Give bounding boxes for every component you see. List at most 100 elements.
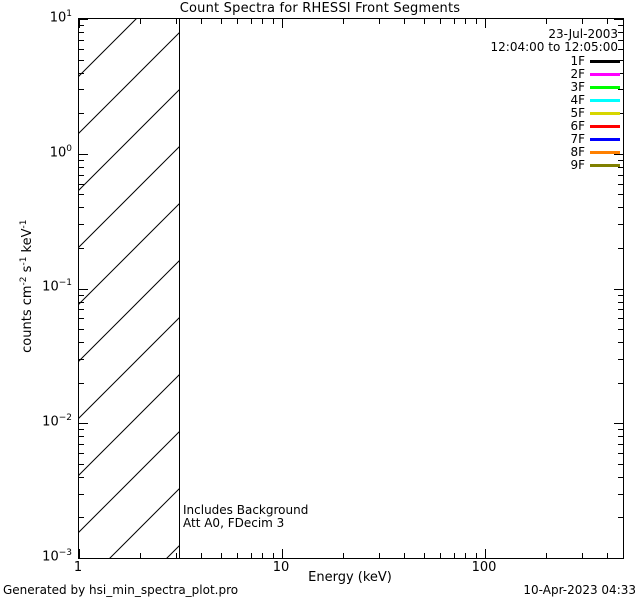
y-axis-title-sup-a: -2 xyxy=(18,276,29,286)
footer-generator-text: Generated by hsi_min_spectra_plot.pro xyxy=(3,583,239,597)
x-tick-label: 1 xyxy=(73,560,83,575)
y-tick-label: 10−1 xyxy=(18,278,72,294)
x-minor-tick xyxy=(546,553,548,558)
x-minor-tick xyxy=(453,553,455,558)
x-minor-tick-top xyxy=(439,19,441,24)
y-tick-exponent: 1 xyxy=(66,9,72,19)
legend-item-label: 2F xyxy=(570,67,585,82)
legend-item-1f[interactable]: 1F xyxy=(400,55,620,68)
legend-color-swatch xyxy=(590,60,620,64)
legend-items: 1F 2F 3F 4F 5F 6F 7F 8F 9F xyxy=(400,55,620,172)
y-tick-mantissa: 10 xyxy=(49,10,67,26)
x-minor-tick xyxy=(343,553,345,558)
y-minor-tick-right xyxy=(618,247,623,249)
excluded-energy-band-hatch xyxy=(79,19,179,558)
x-minor-tick-top xyxy=(236,19,238,24)
x-major-tick xyxy=(485,549,486,558)
x-minor-tick-top xyxy=(581,19,583,24)
x-minor-tick xyxy=(272,553,274,558)
y-minor-tick-right xyxy=(618,517,623,519)
legend-item-6f[interactable]: 6F xyxy=(400,120,620,133)
y-tick-label: 10−3 xyxy=(18,548,72,564)
legend-item-9f[interactable]: 9F xyxy=(400,159,620,172)
x-minor-tick-top xyxy=(581,19,583,24)
y-axis-title-part-c: keV xyxy=(20,228,36,257)
y-minor-tick-right xyxy=(618,436,623,438)
y-major-tick-right xyxy=(614,558,623,559)
x-minor-tick-top xyxy=(220,19,222,24)
y-major-tick-right xyxy=(614,423,623,425)
y-tick-label: 100 xyxy=(18,144,72,160)
y-major-tick-right xyxy=(614,19,623,20)
annotation-line-1: Includes Background xyxy=(183,503,309,517)
y-axis-title-sup-b: -1 xyxy=(18,256,29,266)
x-minor-tick-top xyxy=(546,19,548,24)
y-minor-tick-right xyxy=(618,174,623,176)
plot-annotation: Includes Background Att A0, FDecim 3 xyxy=(183,504,308,530)
y-minor-tick-right xyxy=(618,301,623,303)
legend-item-label: 6F xyxy=(570,119,585,134)
y-minor-tick-right xyxy=(618,476,623,478)
x-tick-label: 100 xyxy=(471,560,497,575)
y-minor-tick-right xyxy=(618,444,623,446)
x-minor-tick-top xyxy=(262,19,264,24)
legend-item-4f[interactable]: 4F xyxy=(400,94,620,107)
y-tick-exponent: −3 xyxy=(58,548,72,558)
x-tick-label: 10 xyxy=(272,560,290,575)
y-axis-title-sup-c: -1 xyxy=(18,219,29,229)
x-minor-tick-top xyxy=(607,19,609,24)
x-minor-tick xyxy=(465,553,467,558)
legend-item-2f[interactable]: 2F xyxy=(400,68,620,81)
y-tick-label: 101 xyxy=(18,9,72,25)
plot-area xyxy=(78,18,624,559)
x-minor-tick xyxy=(607,553,609,558)
excluded-band-edge-line xyxy=(179,19,180,558)
x-minor-tick xyxy=(581,553,583,558)
legend-color-swatch xyxy=(590,112,620,116)
x-minor-tick xyxy=(581,553,583,558)
x-minor-tick-top xyxy=(546,19,548,24)
legend-item-label: 5F xyxy=(570,106,585,121)
legend-item-label: 4F xyxy=(570,93,585,108)
x-major-tick xyxy=(282,549,283,558)
legend-item-label: 1F xyxy=(570,54,585,69)
x-minor-tick xyxy=(423,553,425,558)
x-minor-tick-top xyxy=(378,19,380,24)
legend-item-7f[interactable]: 7F xyxy=(400,133,620,146)
x-minor-tick xyxy=(220,553,222,558)
y-tick-label: 10−2 xyxy=(18,413,72,429)
legend-item-label: 9F xyxy=(570,158,585,173)
y-minor-tick-right xyxy=(618,342,623,344)
legend-item-5f[interactable]: 5F xyxy=(400,107,620,120)
x-minor-tick xyxy=(250,553,252,558)
x-minor-tick-top xyxy=(201,19,203,24)
x-minor-tick xyxy=(201,553,203,558)
legend-color-swatch xyxy=(590,99,620,103)
legend-color-swatch xyxy=(590,73,620,77)
y-minor-tick-right xyxy=(618,25,623,27)
y-minor-tick-right xyxy=(618,183,623,185)
y-major-tick-right xyxy=(614,288,623,290)
y-tick-exponent: −1 xyxy=(58,278,72,288)
x-minor-tick xyxy=(236,553,238,558)
y-minor-tick-right xyxy=(618,294,623,296)
legend-time-range: 12:04:00 to 12:05:00 xyxy=(490,40,618,55)
x-major-tick-top xyxy=(282,19,283,28)
x-axis-title: Energy (keV) xyxy=(308,570,392,585)
legend: 23-Jul-2003 12:04:00 to 12:05:00 1F 2F 3F 4… xyxy=(400,27,620,172)
y-tick-mantissa: 10 xyxy=(42,279,59,295)
legend-color-swatch xyxy=(590,138,620,142)
legend-item-label: 8F xyxy=(570,145,585,160)
x-minor-tick-top xyxy=(453,19,455,24)
y-axis-title-part-b: s xyxy=(20,265,36,277)
legend-item-3f[interactable]: 3F xyxy=(400,81,620,94)
legend-item-8f[interactable]: 8F xyxy=(400,146,620,159)
x-minor-tick xyxy=(262,553,264,558)
x-minor-tick-top xyxy=(423,19,425,24)
y-minor-tick-right xyxy=(618,207,623,209)
legend-color-swatch xyxy=(590,151,620,155)
x-minor-tick-top xyxy=(343,19,345,24)
legend-item-label: 7F xyxy=(570,132,585,147)
y-minor-tick-right xyxy=(618,463,623,465)
footer-timestamp: 10-Apr-2023 04:33 xyxy=(523,583,636,597)
